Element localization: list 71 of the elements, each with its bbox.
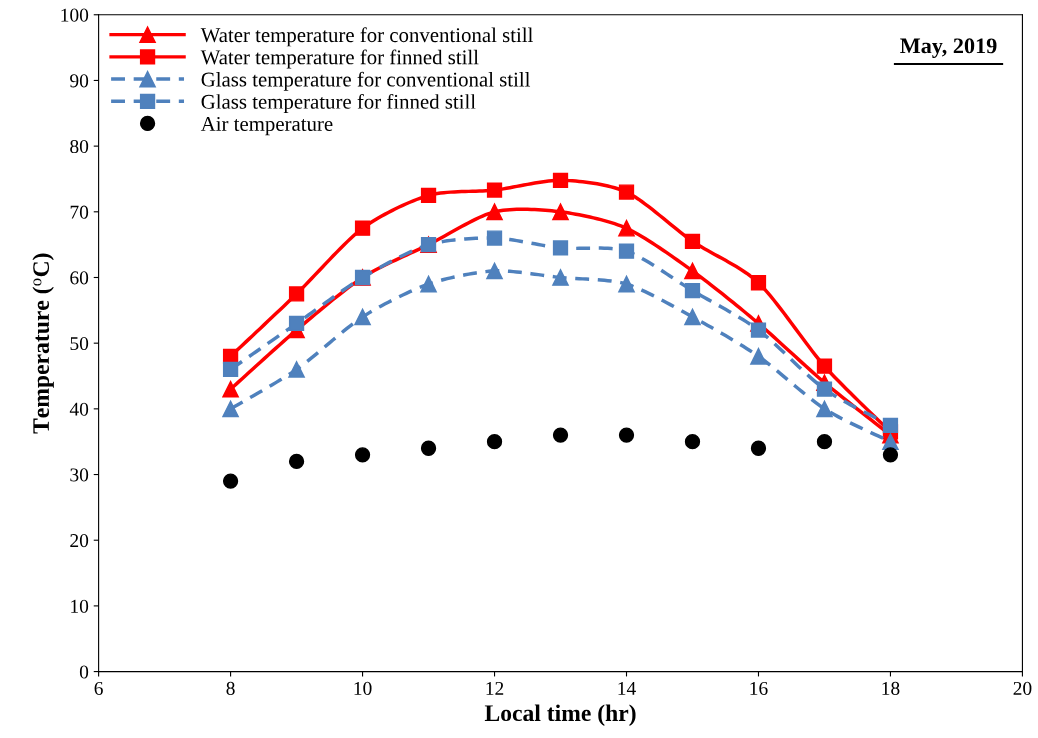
point [288, 315, 305, 332]
point [222, 400, 239, 418]
point [354, 447, 371, 463]
point [222, 473, 239, 489]
point [816, 434, 833, 450]
y-tick-label: 70 [70, 205, 89, 219]
x-tick-label: 6 [94, 681, 103, 695]
x-tick-label: 18 [882, 681, 900, 695]
point [354, 220, 371, 236]
point [486, 434, 503, 450]
legend-label: Water temperature for conventional still [200, 27, 533, 47]
point [288, 286, 305, 302]
legend-label: Air temperature [200, 116, 333, 136]
point [486, 230, 503, 246]
point [618, 184, 635, 200]
point [222, 380, 239, 398]
point [684, 282, 701, 299]
y-tick-label: 20 [70, 534, 89, 548]
y-tick-label: 40 [69, 402, 89, 416]
point [816, 400, 833, 418]
point [618, 219, 635, 237]
point [684, 233, 701, 250]
x-tick-label: 14 [618, 681, 636, 695]
point [882, 417, 899, 433]
point [684, 434, 701, 450]
x-tick-label: 10 [354, 681, 372, 695]
point [420, 440, 437, 456]
point [816, 381, 833, 397]
legend-label: Water temperature for finned still [200, 49, 479, 69]
y-tick-label: 100 [61, 8, 89, 22]
point [618, 275, 635, 293]
y-tick-label: 10 [71, 599, 89, 613]
y-tick-label: 30 [70, 468, 89, 482]
point [750, 275, 767, 291]
annotation: May, 2019 [900, 38, 997, 58]
point [486, 203, 503, 221]
y-tick-label: 50 [70, 336, 89, 351]
x-tick-label: 20 [1013, 681, 1032, 695]
x-tick-label: 16 [750, 681, 768, 695]
point [552, 203, 569, 221]
point [684, 308, 701, 326]
point [552, 172, 569, 188]
y-tick-label: 90 [70, 74, 89, 88]
x-axis-title: Local time (hr) [484, 704, 636, 726]
point [750, 347, 767, 365]
point [750, 440, 767, 456]
point [684, 262, 701, 280]
point [222, 361, 239, 378]
point [816, 358, 833, 374]
x-tick-label: 8 [226, 681, 235, 695]
y-tick-label: 0 [79, 665, 89, 679]
y-tick-label: 60 [70, 271, 89, 285]
point [486, 182, 503, 198]
point [354, 308, 371, 326]
legend-label: Glass temperature for finned still [201, 93, 476, 114]
point [618, 243, 635, 259]
point [882, 447, 899, 463]
legend-label: Glass temperature for conventional still [201, 71, 531, 91]
point [486, 262, 503, 280]
point [750, 322, 767, 338]
point [552, 427, 569, 443]
point [552, 269, 569, 286]
point [420, 275, 437, 293]
point [288, 361, 305, 378]
point [420, 187, 437, 204]
point [552, 240, 569, 256]
point [288, 453, 305, 470]
y-axis-title: Temperature ($^{o}$C) [32, 253, 54, 434]
point [618, 427, 635, 443]
x-tick-label: 12 [486, 681, 504, 695]
y-tick-label: 80 [70, 139, 89, 154]
